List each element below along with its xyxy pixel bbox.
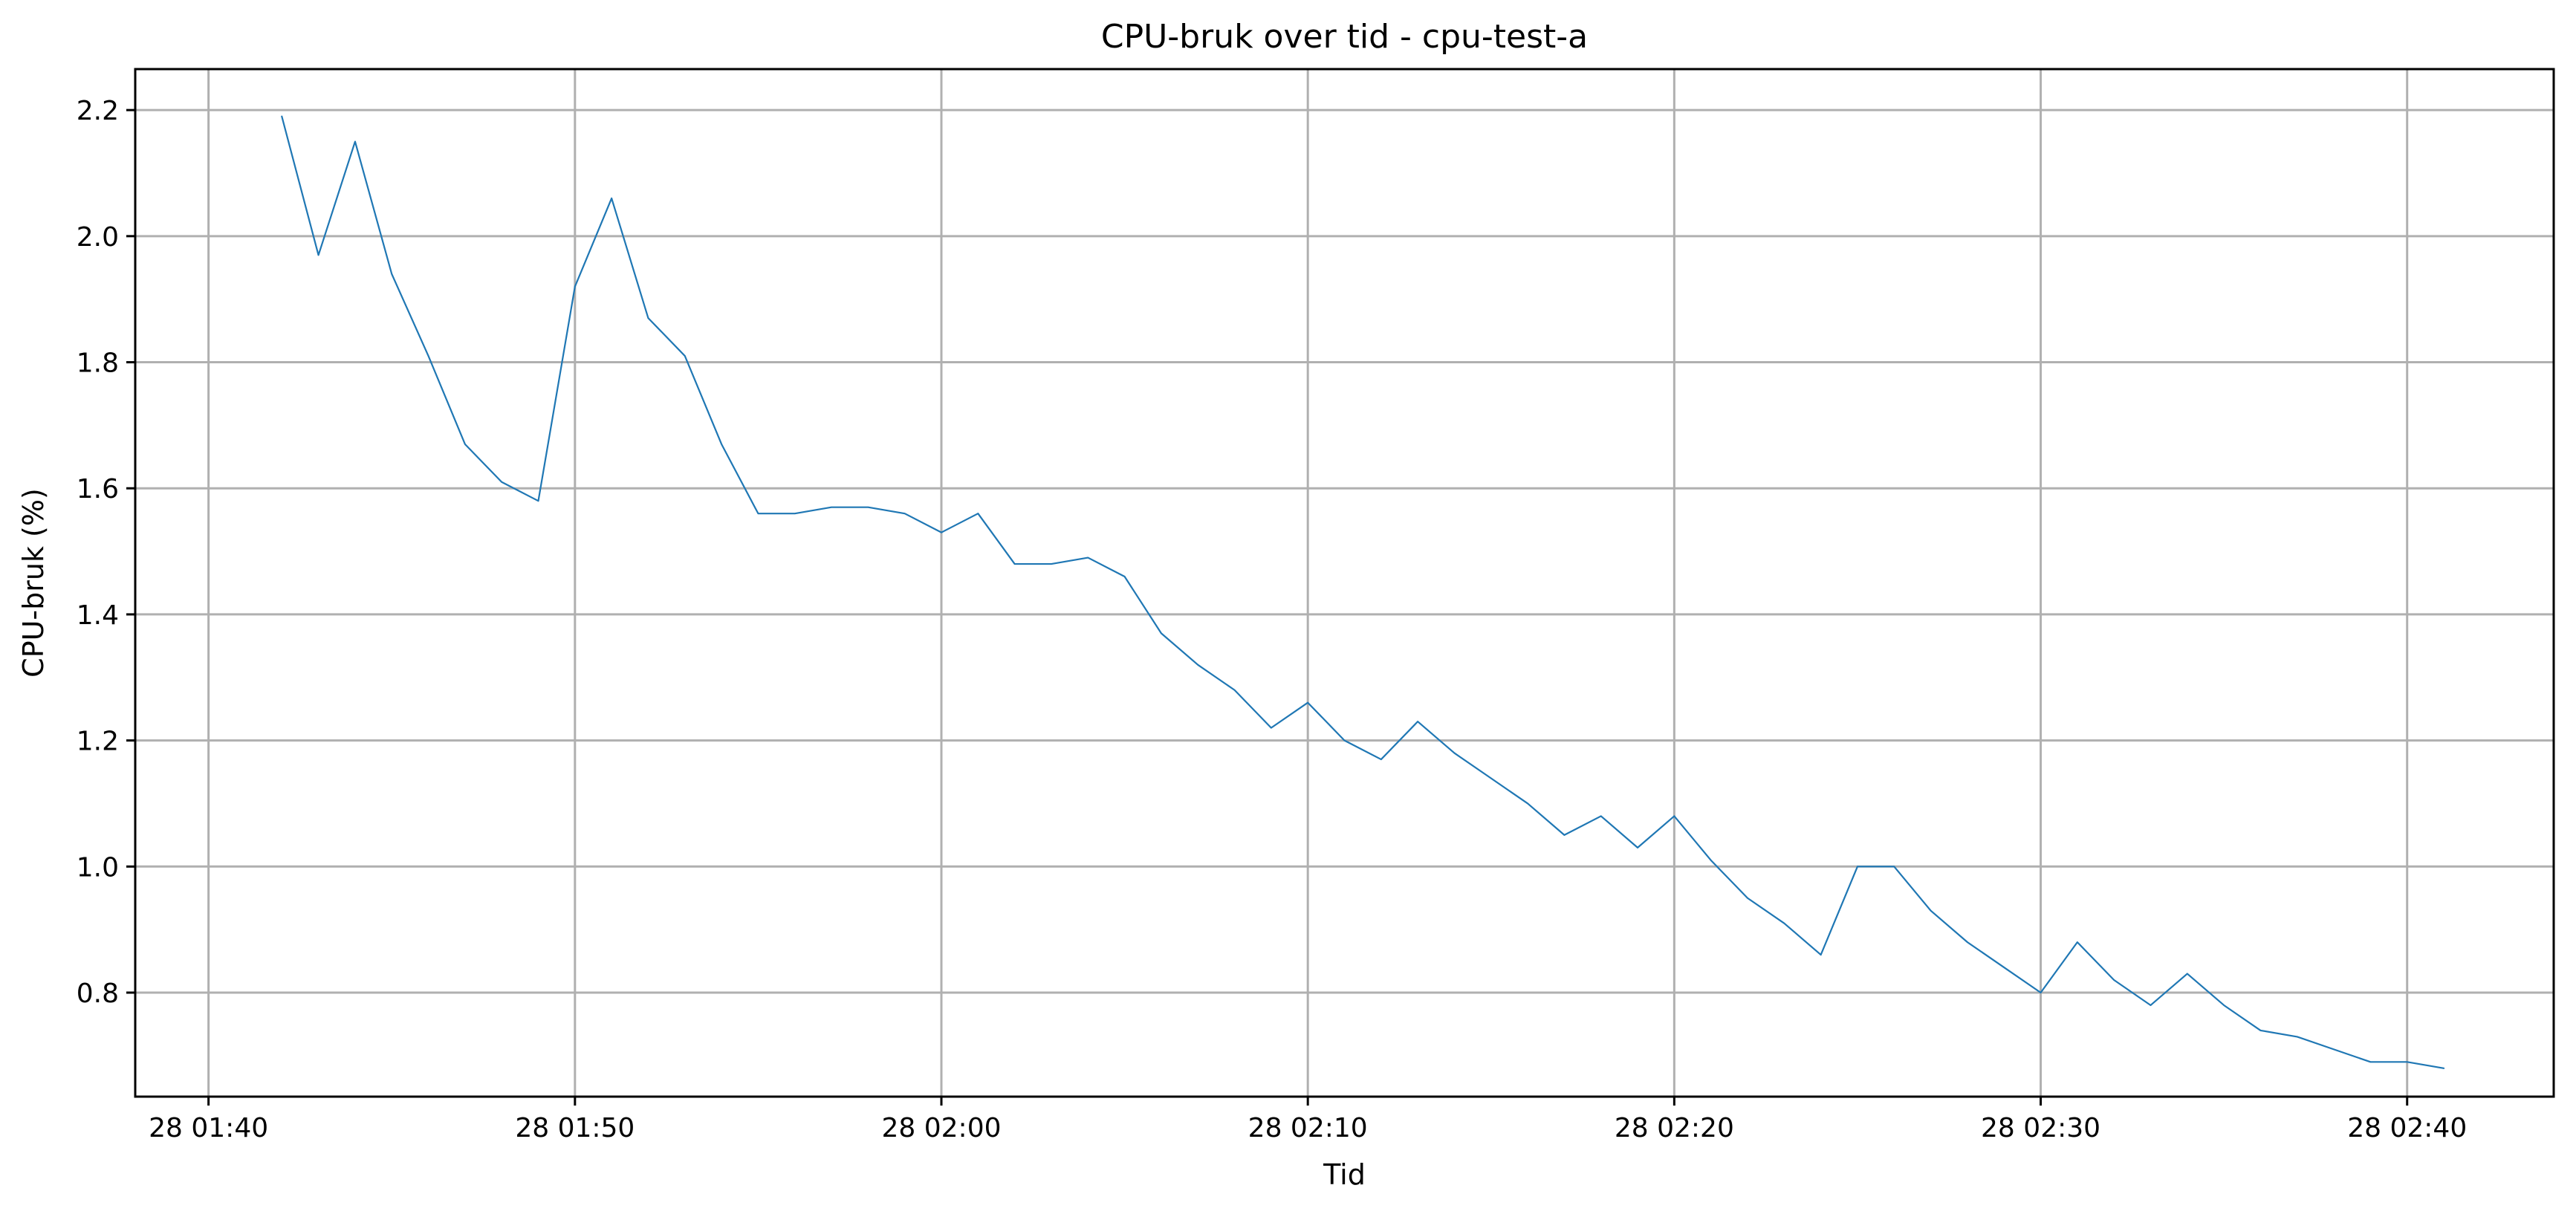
- x-tick-label: 28 01:40: [149, 1113, 268, 1143]
- y-tick-label: 1.0: [77, 852, 119, 883]
- x-tick-label: 28 02:30: [1981, 1113, 2100, 1143]
- x-tick-label: 28 02:00: [882, 1113, 1002, 1143]
- y-tick-label: 2.0: [77, 222, 119, 253]
- plot-area-frame: [135, 69, 2554, 1097]
- axis-ticks: 28 01:40 28 01:50 28 02:00 28 02:10 28 02:20…: [77, 96, 2467, 1143]
- series-line: [282, 117, 2444, 1068]
- y-tick-label: 2.2: [77, 96, 119, 126]
- y-tick-label: 1.8: [77, 348, 119, 379]
- y-tick-label: 0.8: [77, 979, 119, 1009]
- grid: [135, 69, 2554, 1097]
- chart-title: CPU-bruk over tid - cpu-test-a: [1101, 18, 1588, 56]
- x-tick-label: 28 02:40: [2347, 1113, 2467, 1143]
- y-axis-label: CPU-bruk (%): [17, 488, 50, 678]
- x-tick-label: 28 02:20: [1615, 1113, 1734, 1143]
- y-tick-label: 1.6: [77, 474, 119, 504]
- y-tick-label: 1.2: [77, 727, 119, 757]
- x-tick-label: 28 02:10: [1248, 1113, 1368, 1143]
- x-tick-label: 28 01:50: [515, 1113, 635, 1143]
- x-axis-label: Tid: [1323, 1158, 1366, 1191]
- series-layer: [282, 117, 2444, 1068]
- y-tick-label: 1.4: [77, 600, 119, 631]
